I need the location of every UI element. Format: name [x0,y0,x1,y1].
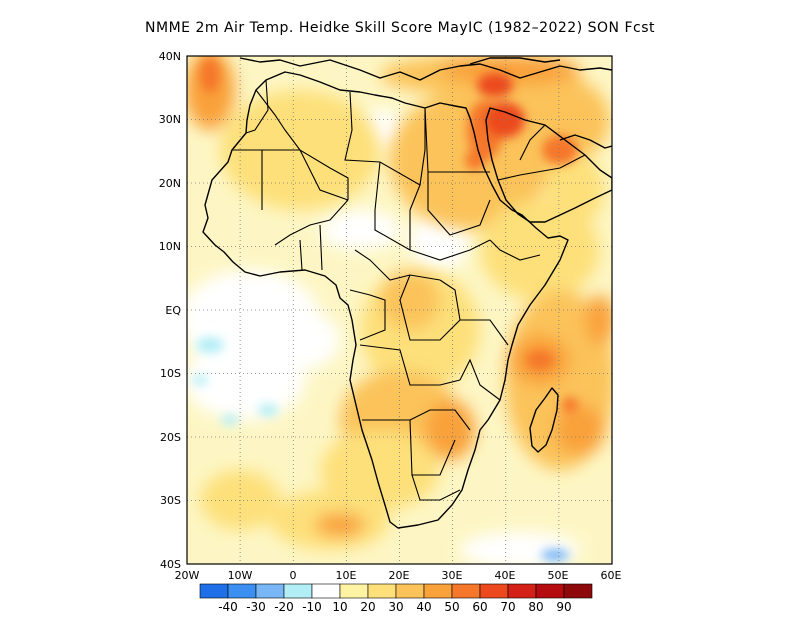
colorbar-label: -20 [274,600,294,614]
lon-label: 20E [389,569,410,582]
gulf-coastline [559,134,612,149]
colorbar-label: 20 [360,600,375,614]
colorbar-labels: -40 -30 -20 -10 10 20 30 40 50 60 70 80 … [218,600,571,614]
colorbar-cell [367,583,397,599]
colorbar-label: -30 [246,600,266,614]
colorbar-label: 80 [528,600,543,614]
madagascar-coastline [529,387,559,453]
lat-label: 10S [160,367,181,380]
lat-label: 40N [159,50,181,63]
lon-label: 50E [548,569,569,582]
lat-label: 20S [160,431,181,444]
plot-frame [186,55,613,565]
colorbar-cell [535,583,565,599]
lon-label: 10E [336,569,357,582]
turkey-coastline [469,57,561,65]
country-borders [232,79,586,501]
lon-label: 30E [442,569,463,582]
colorbar-label: 40 [416,600,431,614]
lon-label: 20W [175,569,200,582]
lat-label: 30S [160,494,181,507]
colorbar-cell [339,583,369,599]
colorbar-cell [311,583,341,599]
lat-label: 30N [159,113,181,126]
lon-label: 40E [495,569,516,582]
colorbar-label: 70 [500,600,515,614]
lat-axis-labels: 40N 30N 20N 10N EQ 10S 20S 30S 40S [159,50,182,571]
colorbar-cell [563,583,593,599]
lat-label: 40S [160,558,181,571]
lon-label: 10W [228,569,253,582]
lat-label: EQ [165,304,181,317]
map-title: NMME 2m Air Temp. Heidke Skill Score May… [145,20,655,36]
colorbar-label: 60 [472,600,487,614]
colorbar-cell [283,583,313,599]
europe-coastline [239,57,612,81]
lon-label: 0 [290,569,297,582]
colorbar-label: -10 [302,600,322,614]
colorbar-label: -40 [218,600,238,614]
lat-label: 10N [159,240,181,253]
colorbar-label: 90 [556,600,571,614]
colorbar-cell [507,583,537,599]
colorbar-label: 10 [332,600,347,614]
colorbar-cell [395,583,425,599]
colorbar-cell [451,583,481,599]
lon-axis-labels: 20W 10W 0 10E 20E 30E 40E 50E 60E [175,569,622,582]
lon-label: 60E [601,569,622,582]
colorbar-cell [423,583,453,599]
arabia-coastline [485,107,612,223]
colorbar-cell [479,583,509,599]
africa-coastline [202,71,569,529]
coastlines [202,57,612,529]
colorbar-cell [199,583,229,599]
colorbar-cell [255,583,285,599]
colorbar-label: 30 [388,600,403,614]
colorbar-cell [227,583,257,599]
colorbar-label: 50 [444,600,459,614]
lat-label: 20N [159,177,181,190]
colorbar [199,583,593,599]
